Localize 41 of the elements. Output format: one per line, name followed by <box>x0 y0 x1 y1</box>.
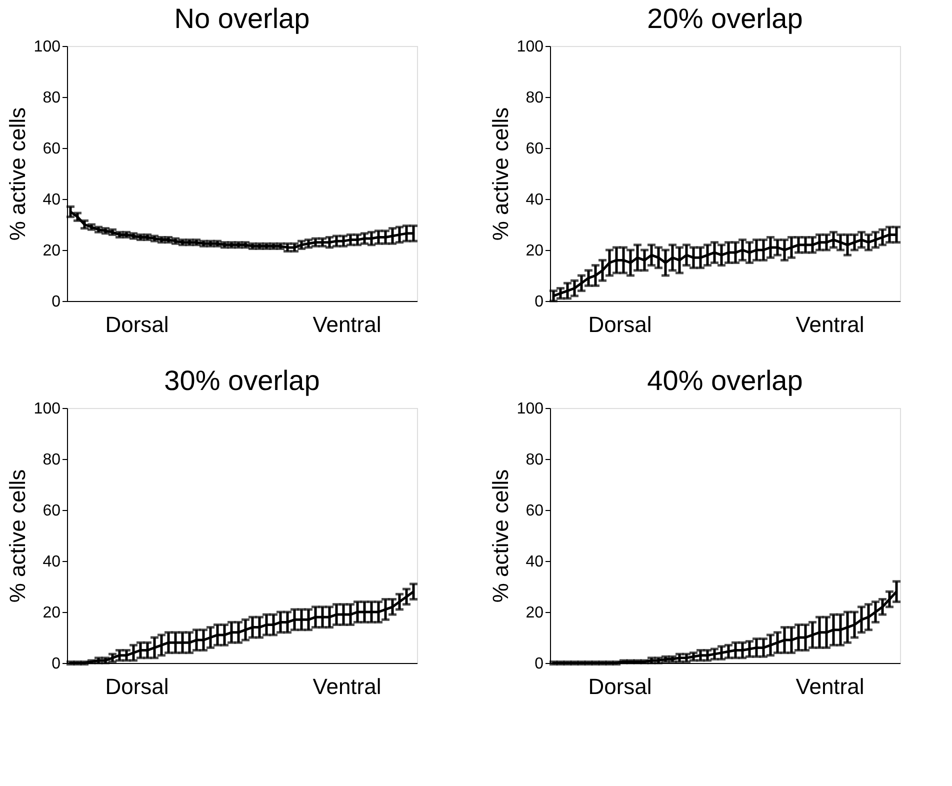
y-tick-label: 20 <box>526 242 544 260</box>
line-series <box>69 210 415 249</box>
y-axis-title: % active cells <box>488 469 513 603</box>
y-tick-label: 20 <box>42 242 61 260</box>
y-tick-label: 40 <box>42 554 61 570</box>
y-tick-label: 0 <box>52 656 61 672</box>
y-axis-title: % active cells <box>4 469 30 603</box>
y-tick-label: 0 <box>534 294 544 310</box>
y-tick-label: 80 <box>42 90 61 106</box>
text: Ventral <box>796 674 864 699</box>
y-tick-label: 80 <box>42 452 61 468</box>
y-tick-label: 80 <box>526 452 544 468</box>
y-tick-label: 20 <box>526 604 544 622</box>
y-tick-label: 40 <box>526 554 544 570</box>
text: Ventral <box>312 312 382 337</box>
text: Dorsal <box>588 312 652 337</box>
y-tick-label: 60 <box>42 140 61 158</box>
chart-title: 20% overlap <box>647 3 803 34</box>
y-tick-label: 40 <box>42 192 61 208</box>
text: Dorsal <box>105 674 169 699</box>
text: Dorsal <box>105 312 169 337</box>
y-tick-label: 80 <box>526 90 544 106</box>
chart-title: 40% overlap <box>647 365 803 396</box>
y-tick-label: 60 <box>42 502 61 520</box>
text: Ventral <box>312 674 382 699</box>
y-axis-title: % active cells <box>488 107 513 241</box>
y-tick-label: 100 <box>34 38 61 56</box>
y-tick-label: 60 <box>526 140 544 158</box>
chart-title: 30% overlap <box>164 365 320 396</box>
y-tick-label: 0 <box>534 656 544 672</box>
text: Dorsal <box>588 674 652 699</box>
y-tick-label: 100 <box>516 400 544 418</box>
y-tick-label: 40 <box>526 192 544 208</box>
text: Ventral <box>796 312 864 337</box>
chart-title: No overlap <box>174 3 310 34</box>
y-tick-label: 20 <box>42 604 61 622</box>
y-tick-label: 60 <box>526 502 544 520</box>
y-tick-label: 0 <box>52 294 61 310</box>
y-tick-label: 100 <box>516 38 544 56</box>
y-axis-title: % active cells <box>4 107 30 241</box>
y-tick-label: 100 <box>34 400 61 418</box>
